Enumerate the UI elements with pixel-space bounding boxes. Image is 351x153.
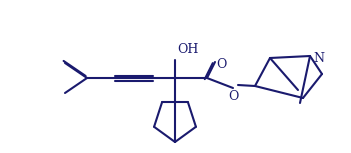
Text: N: N [313,52,324,65]
Text: O: O [216,58,226,71]
Text: O: O [228,90,238,103]
Text: OH: OH [177,43,198,56]
